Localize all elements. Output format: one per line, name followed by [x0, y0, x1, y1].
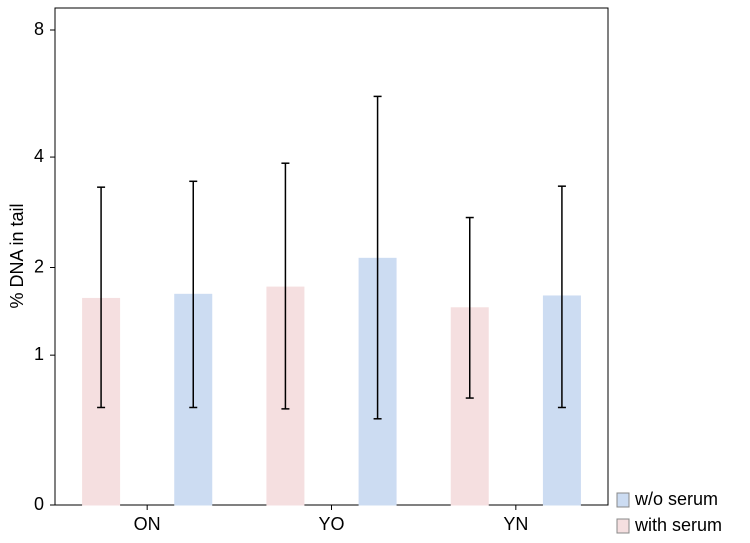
y-tick-label: 0 [34, 494, 44, 514]
legend-swatch [616, 518, 630, 534]
x-tick-label: YN [503, 514, 528, 534]
plot-frame [54, 7, 609, 506]
x-tick-label: ON [134, 514, 161, 534]
legend-label: with serum [634, 515, 722, 535]
y-tick-label: 1 [34, 344, 44, 364]
legend-label: w/o serum [634, 489, 718, 509]
x-tick-label: YO [318, 514, 344, 534]
y-tick-label: 2 [34, 256, 44, 276]
y-tick-label: 8 [34, 19, 44, 39]
bar [450, 307, 489, 506]
y-axis-label: % DNA in tail [7, 203, 27, 308]
legend-swatch [616, 492, 630, 508]
y-tick-label: 4 [34, 146, 44, 166]
